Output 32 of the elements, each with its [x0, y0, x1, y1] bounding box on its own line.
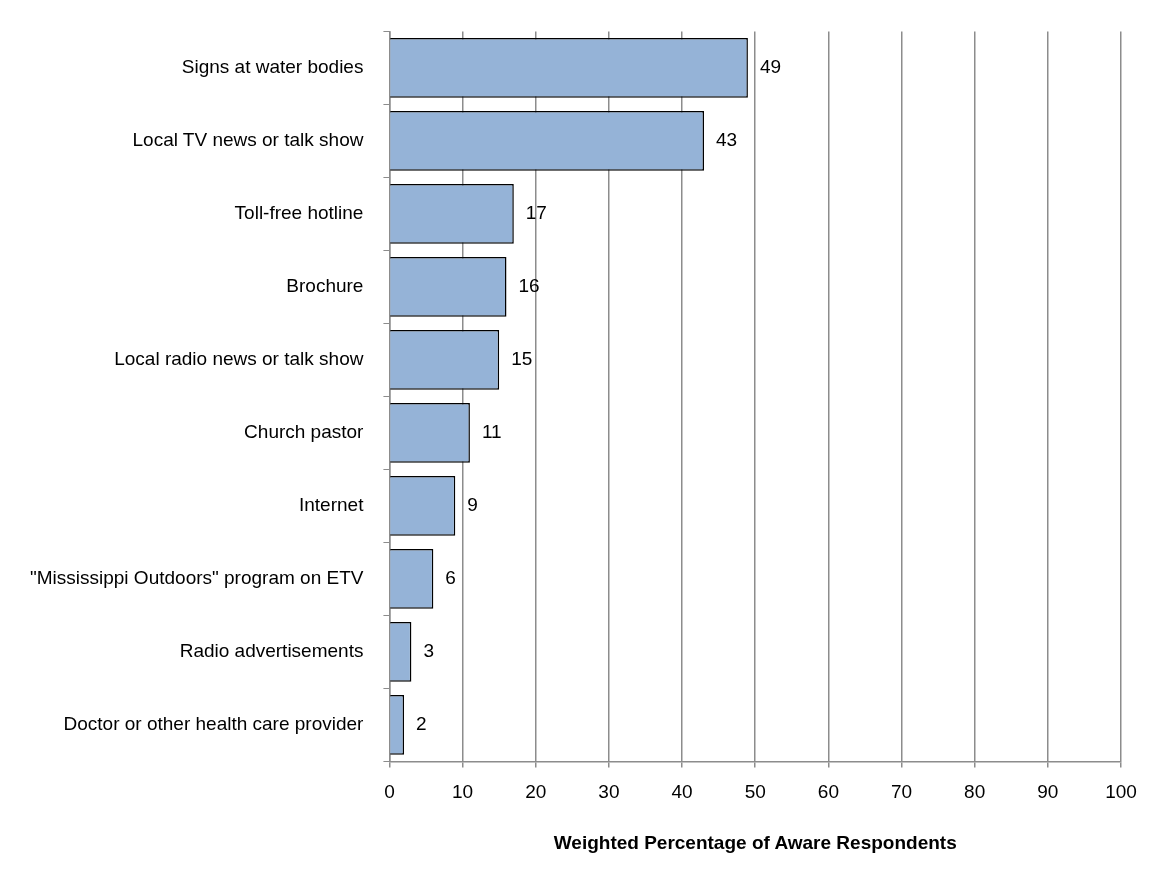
x-axis-title: Weighted Percentage of Aware Respondents — [553, 831, 957, 853]
x-tick-label: 40 — [671, 781, 693, 803]
y-tick-label: Toll-free hotline — [234, 202, 364, 224]
y-tick-label: Brochure — [286, 275, 364, 297]
data-label: 3 — [423, 640, 434, 662]
y-tick-label: "Mississippi Outdoors" program on ETV — [30, 567, 364, 589]
data-label: 43 — [716, 129, 738, 151]
data-label: 49 — [759, 56, 782, 78]
data-label: 17 — [525, 202, 547, 224]
x-tick-label: 70 — [890, 781, 913, 803]
data-label: 15 — [511, 348, 533, 370]
x-tick-label: 100 — [1105, 781, 1137, 803]
y-tick-label: Church pastor — [244, 421, 365, 443]
x-tick-label: 20 — [525, 781, 547, 803]
x-tick-label: 90 — [1037, 781, 1059, 803]
data-label: 11 — [481, 421, 502, 443]
data-label: 16 — [518, 275, 540, 297]
y-tick-label: Signs at water bodies — [181, 56, 364, 78]
y-tick-label: Internet — [299, 494, 365, 516]
x-tick-label: 50 — [744, 781, 766, 803]
data-label: 6 — [445, 567, 456, 589]
y-tick-label: Local TV news or talk show — [132, 129, 364, 151]
x-tick-label: 0 — [384, 781, 395, 803]
x-tick-label: 10 — [452, 781, 474, 803]
x-tick-label: 30 — [598, 781, 620, 803]
x-tick-label: 60 — [817, 781, 839, 803]
data-label: 9 — [467, 494, 478, 516]
y-tick-label: Local radio news or talk show — [114, 348, 364, 370]
y-tick-label: Radio advertisements — [179, 640, 364, 662]
y-tick-label: Doctor or other health care provider — [63, 713, 365, 735]
x-tick-label: 80 — [964, 781, 986, 803]
data-label: 2 — [416, 713, 427, 735]
